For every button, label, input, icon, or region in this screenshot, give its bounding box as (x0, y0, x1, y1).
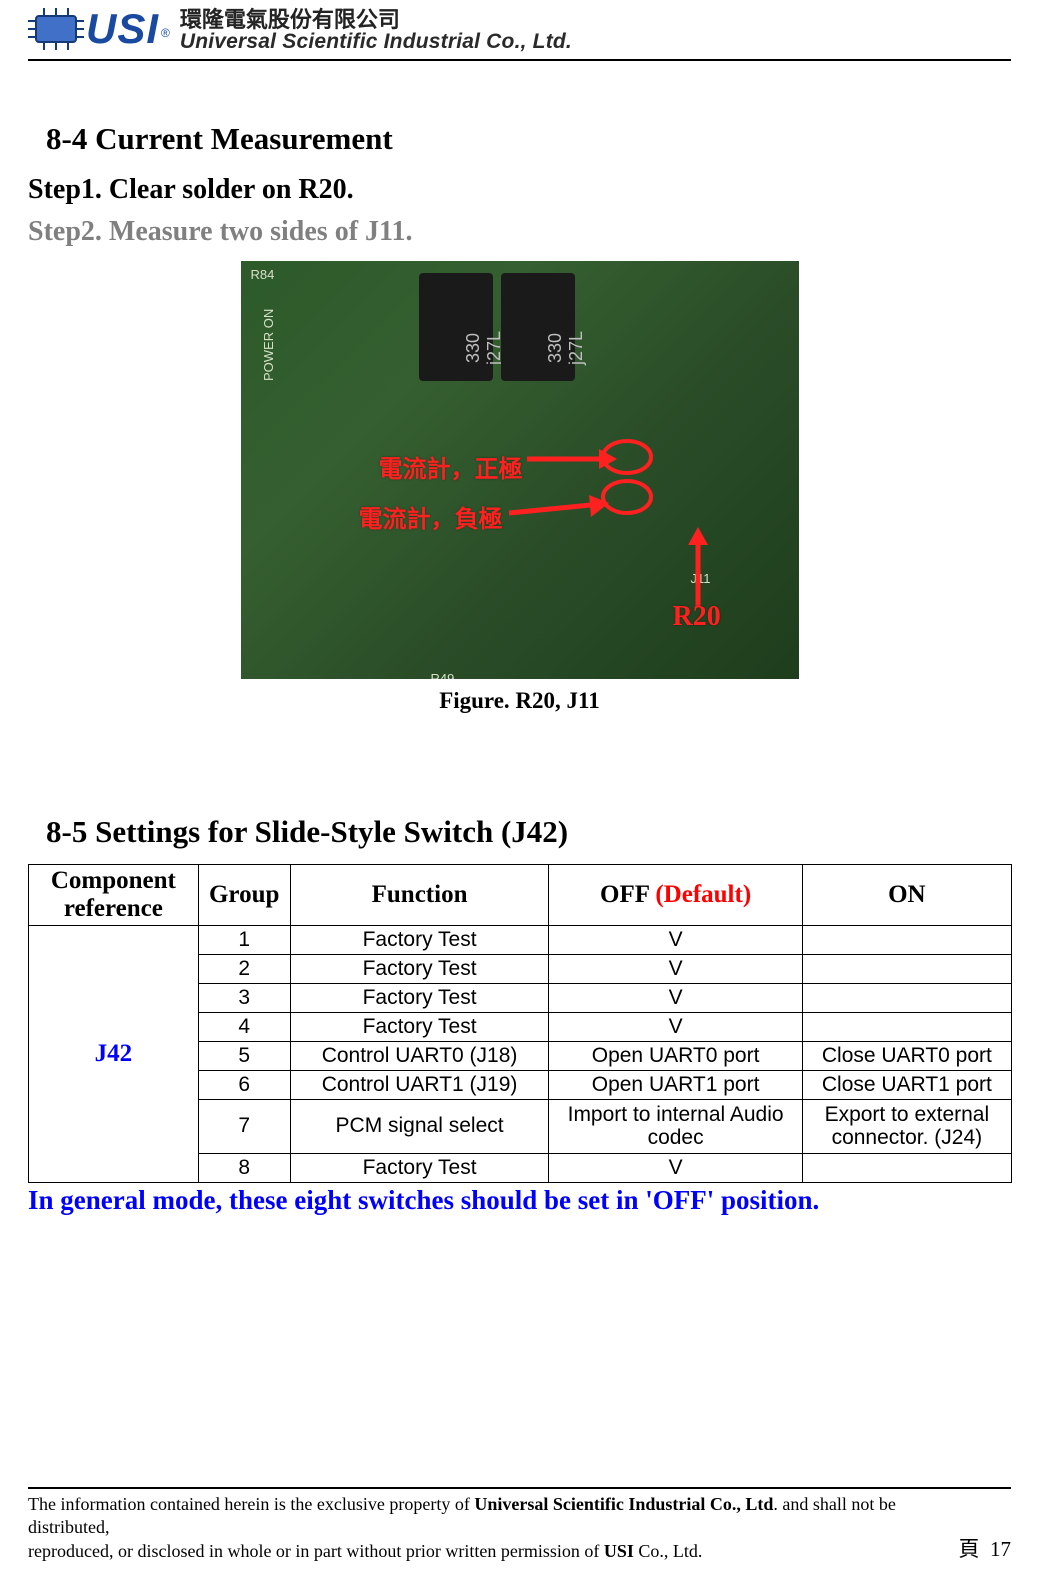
usi-wordmark: USI® (86, 8, 170, 50)
silk-r84: R84 (251, 267, 275, 282)
td-group: 3 (198, 983, 290, 1012)
general-mode-note: In general mode, these eight switches sh… (28, 1185, 1011, 1216)
footer-page-no: 17 (990, 1537, 1011, 1561)
td-function: Factory Test (290, 954, 549, 983)
registered-mark: ® (161, 26, 170, 40)
td-off: V (549, 1012, 802, 1041)
td-function: Factory Test (290, 1012, 549, 1041)
step2-text: Step2. Measure two sides of J11. (28, 213, 1011, 251)
td-off: V (549, 925, 802, 954)
figure-wrap: 330 j27L 330 j27L R84 POWER ON R49 J11 (28, 255, 1011, 714)
figure-caption: Figure. R20, J11 (28, 688, 1011, 714)
j42-table-body: J42 1 Factory Test V 2 Factory Test V 3 … (29, 925, 1012, 1182)
td-group: 8 (198, 1153, 290, 1182)
td-off: Open UART1 port (549, 1070, 802, 1099)
annot-r20: R20 (673, 601, 721, 633)
td-on: Export to external connector. (J24) (802, 1099, 1011, 1153)
capacitor-2: 330 j27L (501, 273, 575, 381)
td-off: V (549, 954, 802, 983)
pcb-photo: 330 j27L 330 j27L R84 POWER ON R49 J11 (241, 261, 799, 679)
td-group: 2 (198, 954, 290, 983)
th-off-default: (Default) (655, 881, 751, 908)
td-component-reference: J42 (29, 925, 199, 1182)
th-function: Function (290, 864, 549, 925)
td-off: Import to internal Audio codec (549, 1099, 802, 1153)
footer-row: The information contained herein is the … (28, 1493, 1011, 1563)
footer-page: 頁 17 (951, 1536, 1011, 1563)
td-on: Close UART0 port (802, 1041, 1011, 1070)
td-function: PCM signal select (290, 1099, 549, 1153)
footer-line2c: Co., Ltd. (634, 1541, 703, 1561)
company-name-en: Universal Scientific Industrial Co., Ltd… (180, 31, 572, 53)
arrow-neg-icon (509, 487, 609, 531)
footer-page-sep: 頁 (959, 1537, 980, 1561)
annot-positive: 電流計，正極 (379, 449, 523, 484)
th-on: ON (802, 864, 1011, 925)
td-function: Factory Test (290, 925, 549, 954)
td-group: 1 (198, 925, 290, 954)
footer-line1a: The information contained herein is the … (28, 1494, 474, 1514)
j11-pads-icon (597, 437, 657, 521)
footer-line2a: reproduced, or disclosed in whole or in … (28, 1541, 604, 1561)
td-function: Factory Test (290, 1153, 549, 1182)
page-header: USI® 環隆電氣股份有限公司 Universal Scientific Ind… (28, 0, 1011, 53)
silk-power-on: POWER ON (261, 309, 276, 381)
footer-divider (28, 1487, 1011, 1489)
table-header-row: Component reference Group Function OFF (… (29, 864, 1012, 925)
step1-text: Step1. Clear solder on R20. (28, 171, 1011, 209)
usi-logo: USI® (28, 8, 170, 50)
td-off: V (549, 983, 802, 1012)
company-name-zh: 環隆電氣股份有限公司 (180, 8, 572, 31)
usi-text: USI (86, 5, 159, 52)
chip-icon (28, 8, 84, 50)
th-off-label: OFF (600, 881, 655, 908)
table-row: J42 1 Factory Test V (29, 925, 1012, 954)
section-8-5-title: 8-5 Settings for Slide-Style Switch (J42… (46, 814, 1011, 850)
td-group: 5 (198, 1041, 290, 1070)
footer-text: The information contained herein is the … (28, 1493, 951, 1563)
td-function: Control UART0 (J18) (290, 1041, 549, 1070)
footer-line1b: Universal Scientific Industrial Co., Ltd (474, 1494, 773, 1514)
th-off: OFF (Default) (549, 864, 802, 925)
header-divider (28, 59, 1011, 61)
th-group: Group (198, 864, 290, 925)
arrow-r20-icon (685, 527, 711, 607)
annot-negative: 電流計，負極 (359, 499, 503, 534)
td-off: Open UART0 port (549, 1041, 802, 1070)
cap1-label: 330 j27L (463, 311, 505, 385)
capacitor-1: 330 j27L (419, 273, 493, 381)
page: USI® 環隆電氣股份有限公司 Universal Scientific Ind… (0, 0, 1039, 1583)
j42-table: Component reference Group Function OFF (… (28, 864, 1012, 1183)
footer-line2b: USI (604, 1541, 634, 1561)
cap2-label: 330 j27L (545, 311, 587, 385)
page-footer: The information contained herein is the … (28, 1487, 1011, 1563)
td-on (802, 954, 1011, 983)
j42-table-head: Component reference Group Function OFF (… (29, 864, 1012, 925)
th-component-reference: Component reference (29, 864, 199, 925)
silk-r49: R49 (431, 671, 455, 679)
td-on (802, 925, 1011, 954)
logo-block: USI® 環隆電氣股份有限公司 Universal Scientific Ind… (28, 8, 572, 53)
td-function: Factory Test (290, 983, 549, 1012)
td-on (802, 983, 1011, 1012)
td-group: 6 (198, 1070, 290, 1099)
td-group: 4 (198, 1012, 290, 1041)
section-8-4-title: 8-4 Current Measurement (46, 121, 1011, 157)
td-function: Control UART1 (J19) (290, 1070, 549, 1099)
td-group: 7 (198, 1099, 290, 1153)
company-names: 環隆電氣股份有限公司 Universal Scientific Industri… (180, 8, 572, 53)
td-off: V (549, 1153, 802, 1182)
td-on: Close UART1 port (802, 1070, 1011, 1099)
td-on (802, 1012, 1011, 1041)
td-on (802, 1153, 1011, 1182)
